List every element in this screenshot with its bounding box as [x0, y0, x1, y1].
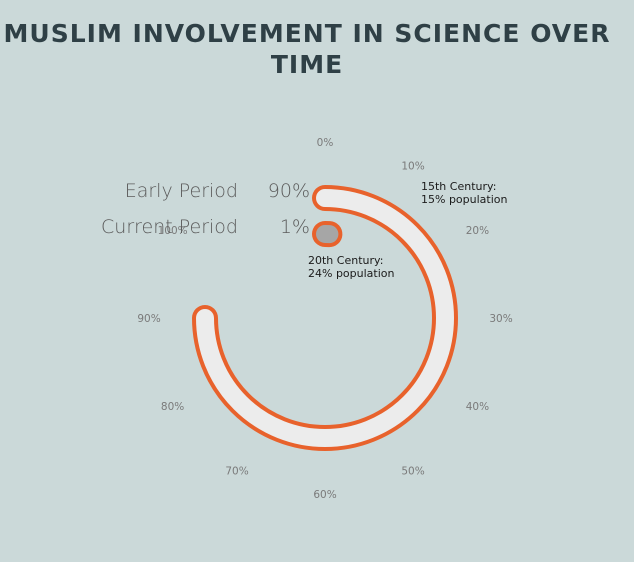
legend-value-early-period: 90% [268, 180, 310, 202]
tick-label: 0% [317, 137, 334, 149]
annotation-current-line-1: 20th Century: [308, 254, 383, 267]
tick-label: 60% [313, 489, 336, 501]
legend-label-current-period: Current Period [101, 216, 238, 238]
bar-early-period [196, 189, 454, 447]
axis-tick-labels: 0% 10% 20% 30% 40% 50% 60% 70% 80% 90% 100% [137, 137, 512, 501]
tick-label: 30% [489, 313, 512, 325]
bars [192, 185, 458, 451]
tick-label: 20% [466, 225, 489, 237]
tick-label: 10% [401, 161, 424, 173]
annotation-current-line-2: 24% population [308, 267, 395, 280]
annotation-early-line-1: 15th Century: [421, 180, 496, 193]
tick-label: 100% [158, 225, 188, 237]
annotations: 15th Century: 15% population 20th Centur… [308, 180, 508, 280]
tick-label: 90% [137, 313, 160, 325]
chart-title: MUSLIM INVOLVEMENT IN SCIENCE OVER TIME [3, 19, 611, 79]
legend-value-current-period: 1% [280, 216, 310, 238]
annotation-early-line-2: 15% population [421, 193, 508, 206]
legend: Early Period 90% Current Period 1% [101, 180, 310, 238]
legend-label-early-period: Early Period [125, 180, 238, 202]
tick-label: 80% [161, 401, 184, 413]
tick-label: 50% [401, 465, 424, 477]
tick-label: 70% [225, 465, 248, 477]
tick-label: 40% [466, 401, 489, 413]
